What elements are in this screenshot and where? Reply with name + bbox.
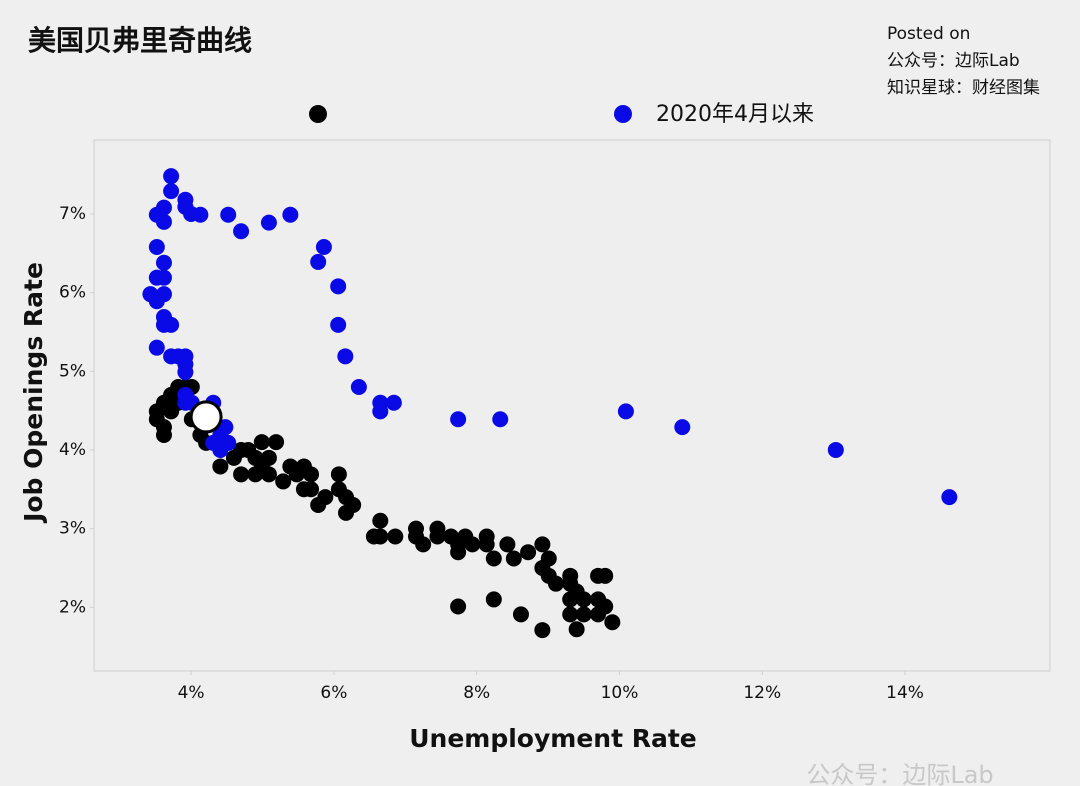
x-axis-label: Unemployment Rate bbox=[409, 724, 697, 753]
legend-marker bbox=[309, 105, 327, 123]
point bbox=[372, 528, 389, 545]
point bbox=[275, 473, 292, 490]
point bbox=[163, 183, 180, 200]
legend-label: 2020年4月以来 bbox=[656, 102, 814, 127]
point bbox=[512, 606, 529, 623]
point bbox=[534, 536, 551, 553]
point bbox=[345, 497, 362, 514]
point bbox=[253, 434, 270, 451]
legend-marker bbox=[614, 105, 632, 123]
point bbox=[148, 293, 165, 310]
point bbox=[330, 278, 347, 295]
point bbox=[492, 411, 509, 428]
point bbox=[163, 316, 180, 333]
point bbox=[617, 403, 634, 420]
point bbox=[163, 168, 180, 185]
point bbox=[303, 481, 320, 498]
point bbox=[148, 339, 165, 356]
point bbox=[485, 591, 502, 608]
point bbox=[317, 489, 334, 506]
point bbox=[155, 199, 172, 216]
point bbox=[387, 528, 404, 545]
point bbox=[562, 591, 579, 608]
point bbox=[485, 550, 502, 567]
point bbox=[155, 427, 172, 443]
point bbox=[148, 238, 165, 255]
x-tick-label: 8% bbox=[463, 683, 490, 703]
x-tick-label: 4% bbox=[178, 683, 205, 703]
point bbox=[568, 621, 585, 638]
point bbox=[155, 269, 172, 286]
point bbox=[827, 441, 844, 458]
point bbox=[604, 614, 621, 631]
point bbox=[310, 253, 327, 270]
point bbox=[450, 411, 467, 428]
point bbox=[415, 536, 432, 553]
y-tick-label: 3% bbox=[59, 519, 86, 539]
point bbox=[268, 434, 285, 451]
watermark: 公众号：边际Lab bbox=[806, 761, 993, 786]
point bbox=[350, 379, 367, 396]
point bbox=[575, 591, 592, 608]
point bbox=[450, 598, 467, 615]
point bbox=[429, 528, 446, 545]
point bbox=[941, 489, 958, 506]
point bbox=[155, 254, 172, 271]
highlight-point bbox=[189, 400, 223, 434]
x-tick-label: 10% bbox=[601, 683, 639, 703]
point bbox=[478, 536, 495, 553]
point bbox=[212, 441, 229, 458]
point bbox=[260, 466, 277, 483]
y-tick-label: 7% bbox=[59, 204, 86, 224]
point bbox=[303, 466, 320, 483]
point bbox=[337, 348, 354, 365]
point bbox=[282, 206, 299, 223]
point bbox=[372, 512, 389, 529]
point bbox=[177, 364, 194, 381]
source-line: 知识星球：财经图集 bbox=[887, 78, 1040, 98]
y-tick-label: 2% bbox=[59, 597, 86, 617]
point bbox=[233, 466, 250, 483]
point bbox=[562, 567, 579, 584]
point bbox=[330, 316, 347, 333]
y-tick-label: 6% bbox=[59, 283, 86, 303]
point bbox=[450, 544, 467, 561]
x-tick-label: 6% bbox=[320, 683, 347, 703]
point bbox=[385, 394, 402, 411]
source-line: Posted on bbox=[887, 24, 970, 44]
point bbox=[212, 458, 229, 475]
point bbox=[674, 419, 691, 436]
point bbox=[233, 223, 250, 240]
point bbox=[520, 544, 537, 561]
point bbox=[260, 214, 277, 231]
point bbox=[547, 575, 564, 592]
source-line: 公众号：边际Lab bbox=[887, 51, 1020, 71]
point bbox=[597, 598, 614, 615]
y-tick-label: 4% bbox=[59, 440, 86, 460]
y-axis-label: Job Openings Rate bbox=[19, 262, 48, 524]
point bbox=[372, 403, 389, 420]
point bbox=[597, 567, 614, 584]
y-tick-label: 5% bbox=[59, 361, 86, 381]
point bbox=[464, 536, 481, 553]
point bbox=[315, 238, 332, 255]
point bbox=[575, 606, 592, 623]
point bbox=[499, 536, 516, 553]
point bbox=[505, 550, 522, 567]
chart-title: 美国贝弗里奇曲线 bbox=[28, 24, 252, 57]
point bbox=[220, 206, 237, 223]
x-tick-label: 12% bbox=[743, 683, 781, 703]
point bbox=[534, 622, 551, 639]
point bbox=[192, 206, 209, 223]
point bbox=[540, 550, 557, 567]
x-tick-label: 14% bbox=[886, 683, 924, 703]
point bbox=[260, 449, 277, 466]
point bbox=[562, 606, 579, 623]
point bbox=[155, 213, 172, 230]
point bbox=[330, 466, 347, 483]
